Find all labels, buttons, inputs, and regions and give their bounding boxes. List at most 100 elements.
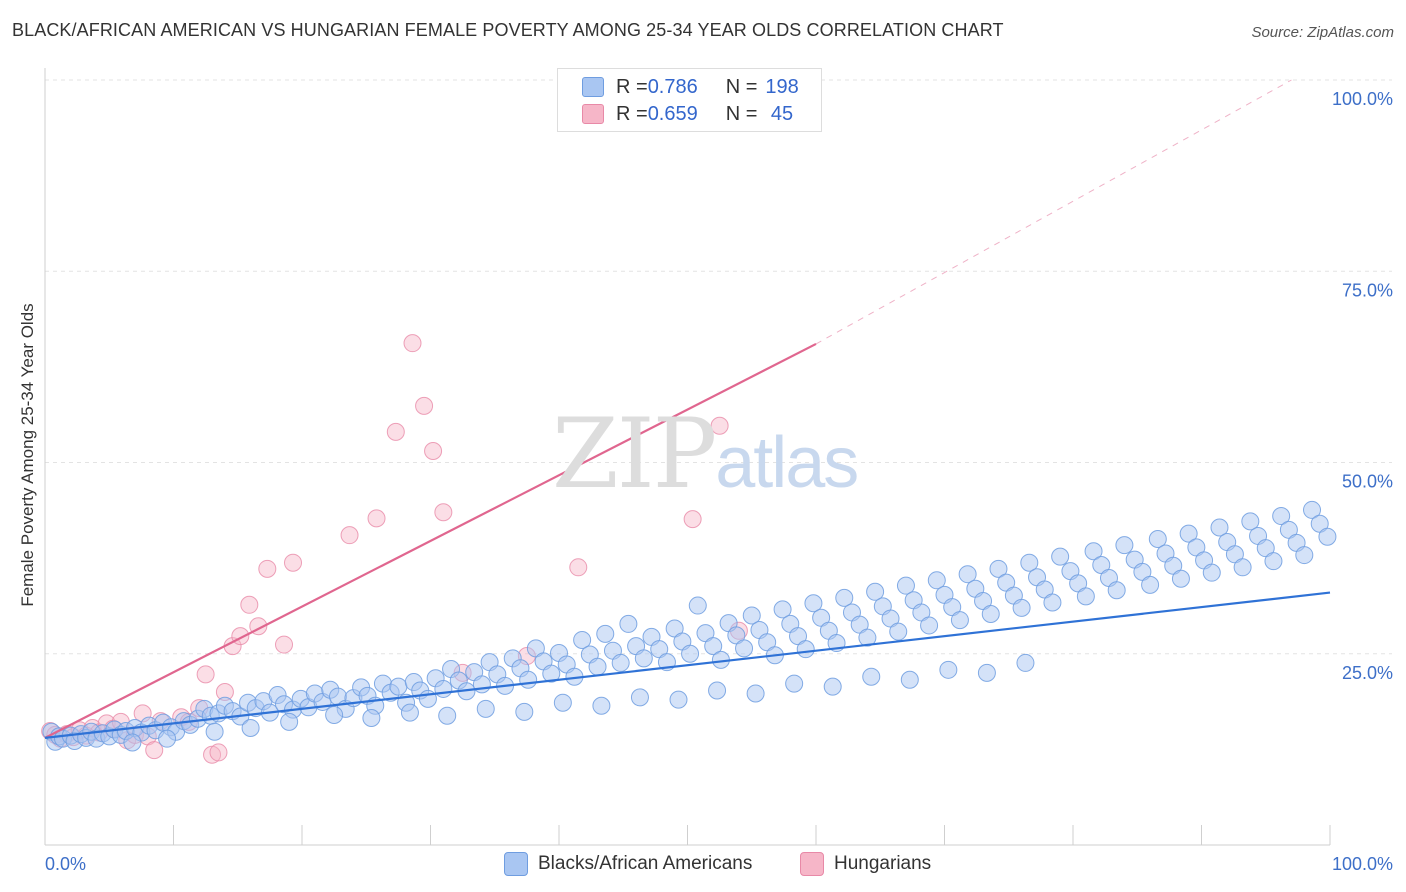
blacks-point	[1303, 500, 1322, 519]
legend-r-value: 0.659	[647, 102, 698, 125]
blacks-point	[1076, 587, 1095, 606]
blacks-point	[681, 644, 700, 663]
legend-swatch-pink	[582, 104, 604, 124]
hungarians-point	[710, 416, 729, 435]
blacks-point	[785, 674, 804, 693]
blacks-point	[1233, 558, 1252, 577]
blacks-point	[241, 718, 260, 737]
series-legend: Blacks/African Americans Hungarians	[0, 852, 1406, 878]
blacks-point	[362, 709, 381, 728]
blacks-point	[977, 663, 996, 682]
hungarians-point	[415, 396, 434, 415]
blacks-point	[735, 639, 754, 658]
hungarians-point	[683, 510, 702, 529]
blacks-trend-line	[44, 591, 1331, 739]
blacks-point	[1318, 527, 1337, 546]
blacks-point	[1016, 653, 1035, 672]
x-tick-label: 100.0%	[1332, 854, 1393, 874]
blacks-point	[950, 611, 969, 630]
blacks-point	[1295, 546, 1314, 565]
hungarians-point	[196, 665, 215, 684]
blacks-point	[280, 712, 299, 731]
blacks-point	[1012, 598, 1031, 617]
legend-n-label: N =	[725, 102, 758, 125]
y-tick-label: 25.0%	[1342, 663, 1393, 683]
legend-row-blacks: R = 0.786 N = 198	[582, 74, 799, 100]
hungarians-point	[434, 503, 453, 522]
blacks-point	[900, 670, 919, 689]
blacks-point	[981, 604, 1000, 623]
blacks-point	[835, 588, 854, 607]
blacks-point	[742, 606, 761, 625]
hungarians-point	[145, 741, 164, 760]
blacks-point	[519, 670, 538, 689]
blacks-point	[1084, 542, 1103, 561]
legend-swatch-pink	[800, 852, 824, 876]
blacks-point	[476, 699, 495, 718]
legend-r-value: 0.786	[647, 75, 698, 98]
legend-item-blacks: Blacks/African Americans	[504, 852, 752, 876]
blacks-point	[773, 600, 792, 619]
blacks-point	[796, 640, 815, 659]
x-tick-label: 0.0%	[45, 854, 86, 874]
hungarians-point	[209, 743, 228, 762]
blacks-point	[588, 657, 607, 676]
legend-r-label: R =	[616, 75, 648, 98]
blacks-point	[1171, 569, 1190, 588]
blacks-point	[1141, 575, 1160, 594]
hungarians-trend-line	[44, 342, 817, 739]
blacks-point	[158, 729, 177, 748]
blacks-point	[325, 705, 344, 724]
gridlines	[45, 79, 1392, 655]
blacks-point	[896, 576, 915, 595]
blacks-point	[389, 677, 408, 696]
hungarians-point	[424, 442, 443, 461]
blacks-point	[438, 706, 457, 725]
blacks-point	[592, 696, 611, 715]
blacks-point	[630, 688, 649, 707]
chart-title: BLACK/AFRICAN AMERICAN VS HUNGARIAN FEMA…	[12, 20, 1004, 40]
y-tick-label: 100.0%	[1332, 89, 1393, 109]
hungarians-point	[258, 559, 277, 578]
blacks-point	[927, 571, 946, 590]
legend-swatch-blue	[582, 77, 604, 97]
blacks-point	[611, 653, 630, 672]
blacks-point	[205, 722, 224, 741]
blacks-points	[42, 500, 1337, 752]
watermark-zip: ZIP	[552, 398, 717, 510]
legend-label-hungarians: Hungarians	[834, 853, 932, 874]
legend-item-hungarians: Hungarians	[800, 852, 931, 876]
blacks-point	[858, 628, 877, 647]
blacks-point	[573, 630, 592, 649]
hungarians-point	[386, 422, 405, 441]
blacks-point	[1272, 507, 1291, 526]
blacks-point	[596, 624, 615, 643]
blacks-point	[1202, 563, 1221, 582]
hungarians-point	[284, 553, 303, 572]
correlation-legend: R = 0.786 N = 198 R = 0.659 N = 45	[557, 68, 822, 132]
blacks-point	[1020, 553, 1039, 572]
blacks-point	[862, 667, 881, 686]
blacks-point	[1051, 547, 1070, 566]
blacks-point	[958, 565, 977, 584]
y-tick-label: 75.0%	[1342, 280, 1393, 300]
source-credit: Source: ZipAtlas.com	[1251, 24, 1394, 41]
hungarians-trend-extension	[815, 79, 1292, 345]
blacks-point	[434, 679, 453, 698]
hungarians-point	[569, 558, 588, 577]
legend-n-label: N =	[725, 75, 758, 98]
blacks-point	[889, 622, 908, 641]
watermark: ZIPatlas	[552, 398, 859, 510]
legend-n-value: 45	[765, 102, 794, 125]
blacks-point	[804, 594, 823, 613]
y-tick-label: 50.0%	[1342, 472, 1393, 492]
axes	[44, 68, 1331, 846]
blacks-point	[619, 614, 638, 633]
trend-lines	[44, 79, 1331, 739]
blacks-point	[920, 616, 939, 635]
blacks-point	[688, 596, 707, 615]
blacks-point	[1148, 530, 1167, 548]
blacks-point	[123, 733, 142, 752]
legend-n-value: 198	[765, 75, 799, 98]
